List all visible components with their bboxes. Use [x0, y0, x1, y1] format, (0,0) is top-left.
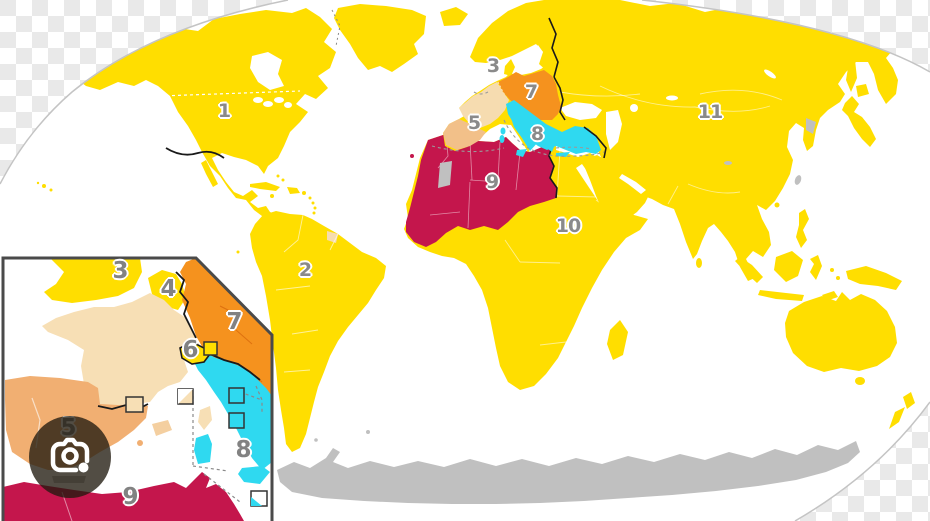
inset-microstate-boxes — [125, 341, 268, 507]
monaco-box — [177, 388, 194, 405]
inset-italy-adriatic — [193, 352, 272, 470]
inset-dashed-maritime — [192, 385, 263, 503]
andorra-box — [125, 396, 144, 413]
camera-search-button[interactable] — [29, 416, 111, 498]
liechtenstein-box — [203, 341, 218, 356]
san-marino-box — [228, 387, 245, 404]
continent-south-america — [236, 211, 386, 452]
inset-france — [42, 293, 202, 406]
inset-sicily — [238, 466, 270, 484]
camera-lens-icon — [50, 437, 90, 473]
continent-north-america — [36, 8, 336, 220]
inset-sardinia — [194, 434, 212, 464]
inset-frame — [1, 256, 274, 521]
inset-north-africa — [3, 472, 244, 521]
inset-switzerland — [179, 341, 212, 365]
europe-region-overlays — [431, 17, 607, 159]
vatican-box — [228, 412, 245, 429]
inset-uk — [44, 258, 142, 303]
greenland-iceland — [331, 4, 468, 72]
continent-antarctica — [277, 430, 860, 504]
inset-corsica — [198, 406, 212, 430]
malta-box — [250, 490, 268, 507]
inset-benelux — [148, 270, 186, 310]
continent-australia-oceania — [735, 251, 915, 429]
region-9-overlay — [406, 133, 558, 247]
continent-eurasia — [443, 0, 930, 281]
inset-germany-austria — [180, 258, 272, 398]
